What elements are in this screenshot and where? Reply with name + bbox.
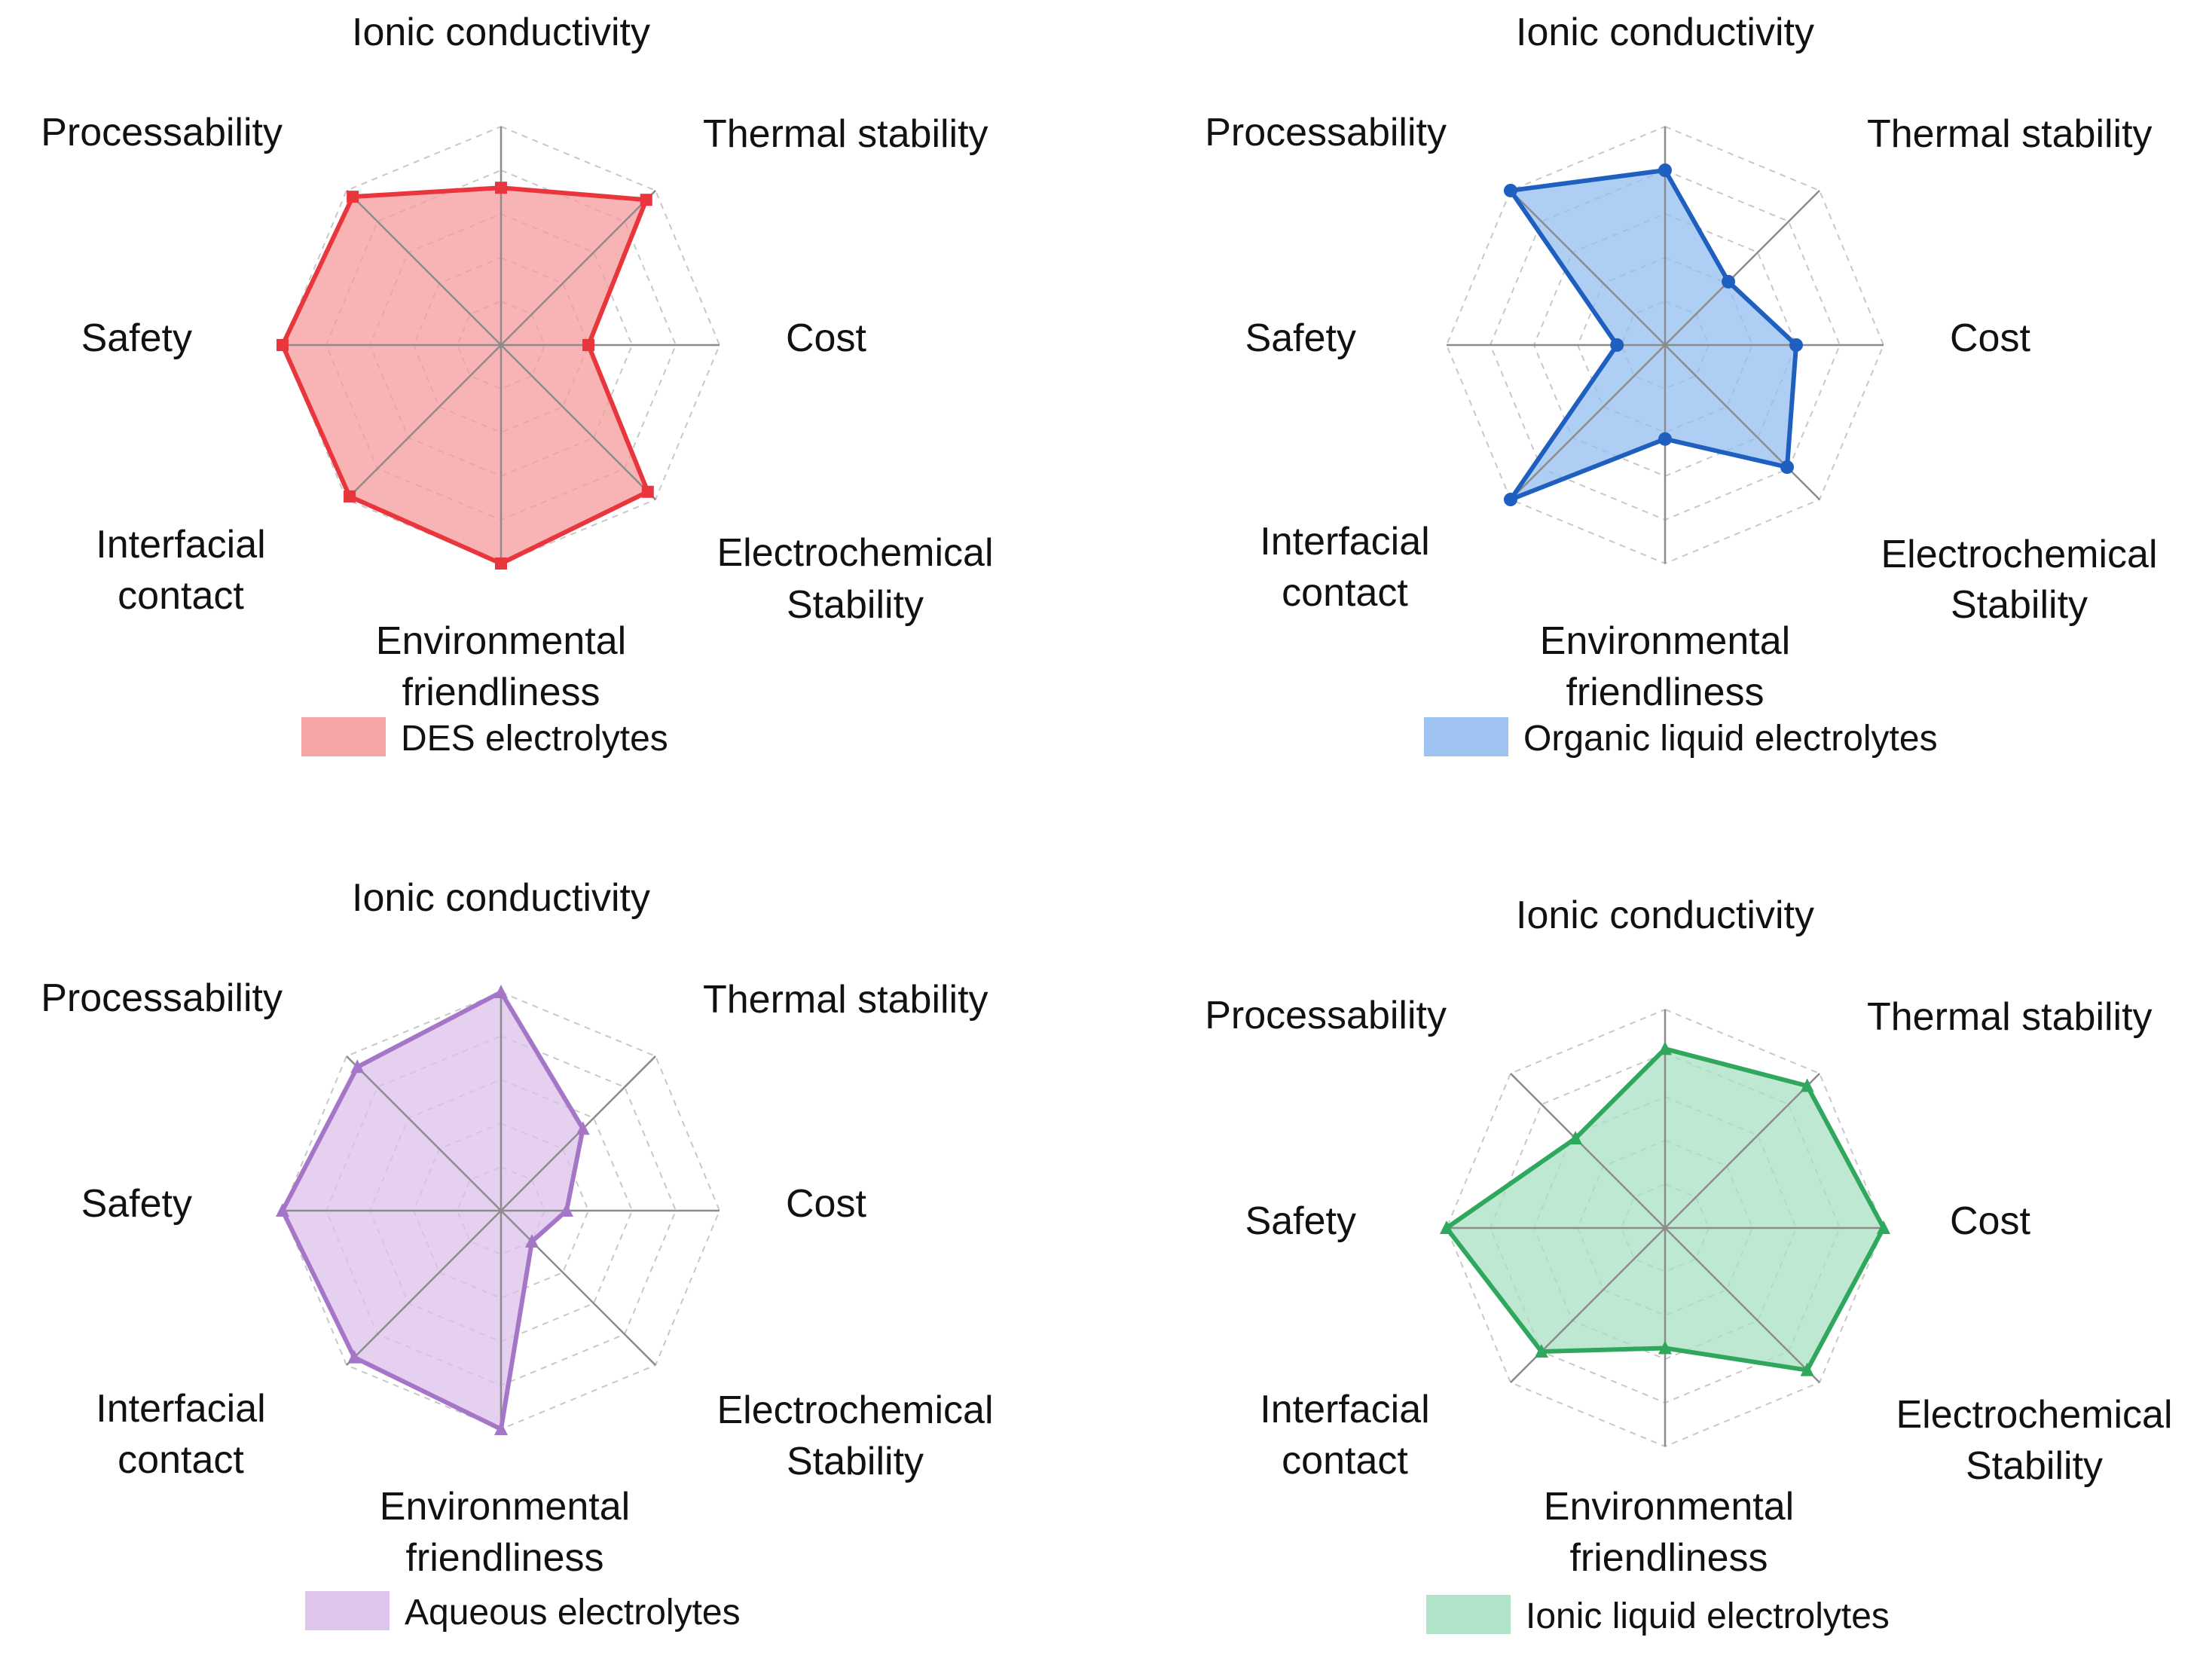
data-point-processability <box>347 191 359 203</box>
axis-label-environmental-friendliness: Environmental friendliness <box>1544 1485 1794 1580</box>
data-point-ionic-conductivity <box>494 985 508 998</box>
axis-label-processability: Processability <box>41 976 283 1020</box>
axis-label-processability: Processability <box>41 111 283 154</box>
axis-label-cost: Cost <box>786 1182 866 1226</box>
axis-spoke-thermal-stability <box>1664 190 1820 346</box>
legend-label: Aqueous electrolytes <box>405 1593 741 1633</box>
axis-spoke-electrochemical-stability <box>500 344 656 500</box>
axis-label-interfacial-contact: Interfacial contact <box>1260 1388 1429 1483</box>
data-point-interfacial-contact <box>347 1349 362 1364</box>
axis-spoke-interfacial-contact <box>346 1210 502 1366</box>
axis-label-processability: Processability <box>1205 994 1447 1037</box>
axis-label-environmental-friendliness: Environmental friendliness <box>380 1485 630 1580</box>
data-point-electrochemical-stability <box>1800 1362 1814 1376</box>
legend: Organic liquid electrolytes <box>1424 717 1938 759</box>
axis-label-electrochemical-stability: Electrochemical Stability <box>1896 1393 2172 1488</box>
legend-swatch <box>301 717 386 756</box>
data-point-ionic-conductivity <box>1658 163 1672 177</box>
axis-label-cost: Cost <box>1950 316 2030 360</box>
data-point-cost <box>582 339 594 351</box>
axis-label-ionic-conductivity: Ionic conductivity <box>352 11 650 54</box>
data-point-safety <box>1610 338 1624 352</box>
axis-spoke-interfacial-contact <box>1510 344 1666 500</box>
axis-label-electrochemical-stability: Electrochemical Stability <box>1881 533 2157 627</box>
axis-label-cost: Cost <box>1950 1199 2030 1243</box>
axis-label-environmental-friendliness: Environmental friendliness <box>1540 619 1790 714</box>
data-point-interfacial-contact <box>344 490 356 502</box>
axis-label-interfacial-contact: Interfacial contact <box>96 1387 265 1482</box>
series-area <box>283 188 648 564</box>
data-point-thermal-stability <box>576 1121 590 1135</box>
data-point-environmental-friendliness <box>495 557 507 570</box>
legend-label: Ionic liquid electrolytes <box>1526 1596 1890 1636</box>
data-point-safety <box>1440 1220 1453 1234</box>
series-area <box>1510 170 1796 500</box>
legend-swatch <box>305 1591 390 1630</box>
axis-label-safety: Safety <box>1245 316 1356 360</box>
data-point-interfacial-contact <box>1534 1344 1548 1358</box>
axis-spoke-thermal-stability <box>1664 1073 1820 1229</box>
axis-spoke-electrochemical-stability <box>1664 344 1820 500</box>
axis-label-ionic-conductivity: Ionic conductivity <box>1516 893 1814 937</box>
data-point-cost <box>560 1203 573 1217</box>
axis-spoke-processability <box>1510 1073 1666 1229</box>
data-point-thermal-stability <box>1722 274 1736 289</box>
radar-panel-aqueous-electrolytes: Ionic conductivity Thermal stability Cost E… <box>41 876 993 1633</box>
axis-label-thermal-stability: Thermal stability <box>703 112 988 156</box>
legend-label: Organic liquid electrolytes <box>1523 719 1938 759</box>
axis-spoke-electrochemical-stability <box>500 1210 656 1366</box>
data-point-thermal-stability <box>640 194 652 206</box>
axis-label-safety: Safety <box>81 316 192 360</box>
data-point-processability <box>1569 1131 1583 1145</box>
axis-label-environmental-friendliness: Environmental friendliness <box>376 619 626 714</box>
axis-label-thermal-stability: Thermal stability <box>703 978 988 1022</box>
data-point-ionic-conductivity <box>495 182 507 194</box>
radar-panel-des-electrolytes: Ionic conductivity Thermal stability Cost E… <box>41 11 993 759</box>
axis-label-electrochemical-stability: Electrochemical Stability <box>717 1388 993 1483</box>
legend-label: DES electrolytes <box>401 719 668 759</box>
data-point-environmental-friendliness <box>1658 432 1672 446</box>
axis-label-interfacial-contact: Interfacial contact <box>1260 520 1429 615</box>
data-point-interfacial-contact <box>1503 493 1517 507</box>
axis-label-ionic-conductivity: Ionic conductivity <box>1516 11 1814 54</box>
radar-panel-ionic-liquid-electrolytes: Ionic conductivity Thermal stability Cost E… <box>1205 893 2172 1636</box>
axis-spoke-processability <box>346 1055 502 1211</box>
data-point-thermal-stability <box>1800 1078 1814 1092</box>
axis-spoke-interfacial-contact <box>346 344 502 500</box>
axis-label-safety: Safety <box>1245 1199 1356 1243</box>
data-point-ionic-conductivity <box>1658 1041 1672 1055</box>
axis-label-ionic-conductivity: Ionic conductivity <box>352 876 650 920</box>
axis-label-safety: Safety <box>81 1182 192 1226</box>
legend-swatch <box>1424 717 1508 756</box>
legend-swatch <box>1426 1595 1511 1634</box>
data-point-electrochemical-stability <box>525 1234 539 1248</box>
data-point-electrochemical-stability <box>1780 460 1794 474</box>
legend: Aqueous electrolytes <box>305 1591 741 1633</box>
axis-spoke-electrochemical-stability <box>1664 1227 1820 1383</box>
data-point-electrochemical-stability <box>641 485 654 498</box>
data-point-safety <box>277 339 289 351</box>
axis-spoke-processability <box>346 190 502 346</box>
axis-label-thermal-stability: Thermal stability <box>1867 995 2153 1039</box>
axis-label-cost: Cost <box>786 316 866 360</box>
axis-spoke-thermal-stability <box>500 190 656 346</box>
data-point-environmental-friendliness <box>1658 1340 1672 1355</box>
axis-label-interfacial-contact: Interfacial contact <box>96 523 265 618</box>
legend: Ionic liquid electrolytes <box>1426 1595 1890 1636</box>
legend: DES electrolytes <box>301 717 668 759</box>
axis-label-processability: Processability <box>1205 111 1447 154</box>
data-point-environmental-friendliness <box>494 1422 508 1435</box>
data-point-cost <box>1877 1220 1890 1234</box>
axis-spoke-processability <box>1510 190 1666 346</box>
axis-label-thermal-stability: Thermal stability <box>1867 112 2153 156</box>
radar-panel-organic-liquid-electrolytes: Ionic conductivity Thermal stability Cost E… <box>1205 11 2157 759</box>
data-point-processability <box>1503 183 1517 197</box>
axis-label-electrochemical-stability: Electrochemical Stability <box>717 531 993 627</box>
data-point-processability <box>350 1059 365 1074</box>
data-point-cost <box>1789 338 1803 352</box>
data-point-safety <box>276 1203 289 1217</box>
